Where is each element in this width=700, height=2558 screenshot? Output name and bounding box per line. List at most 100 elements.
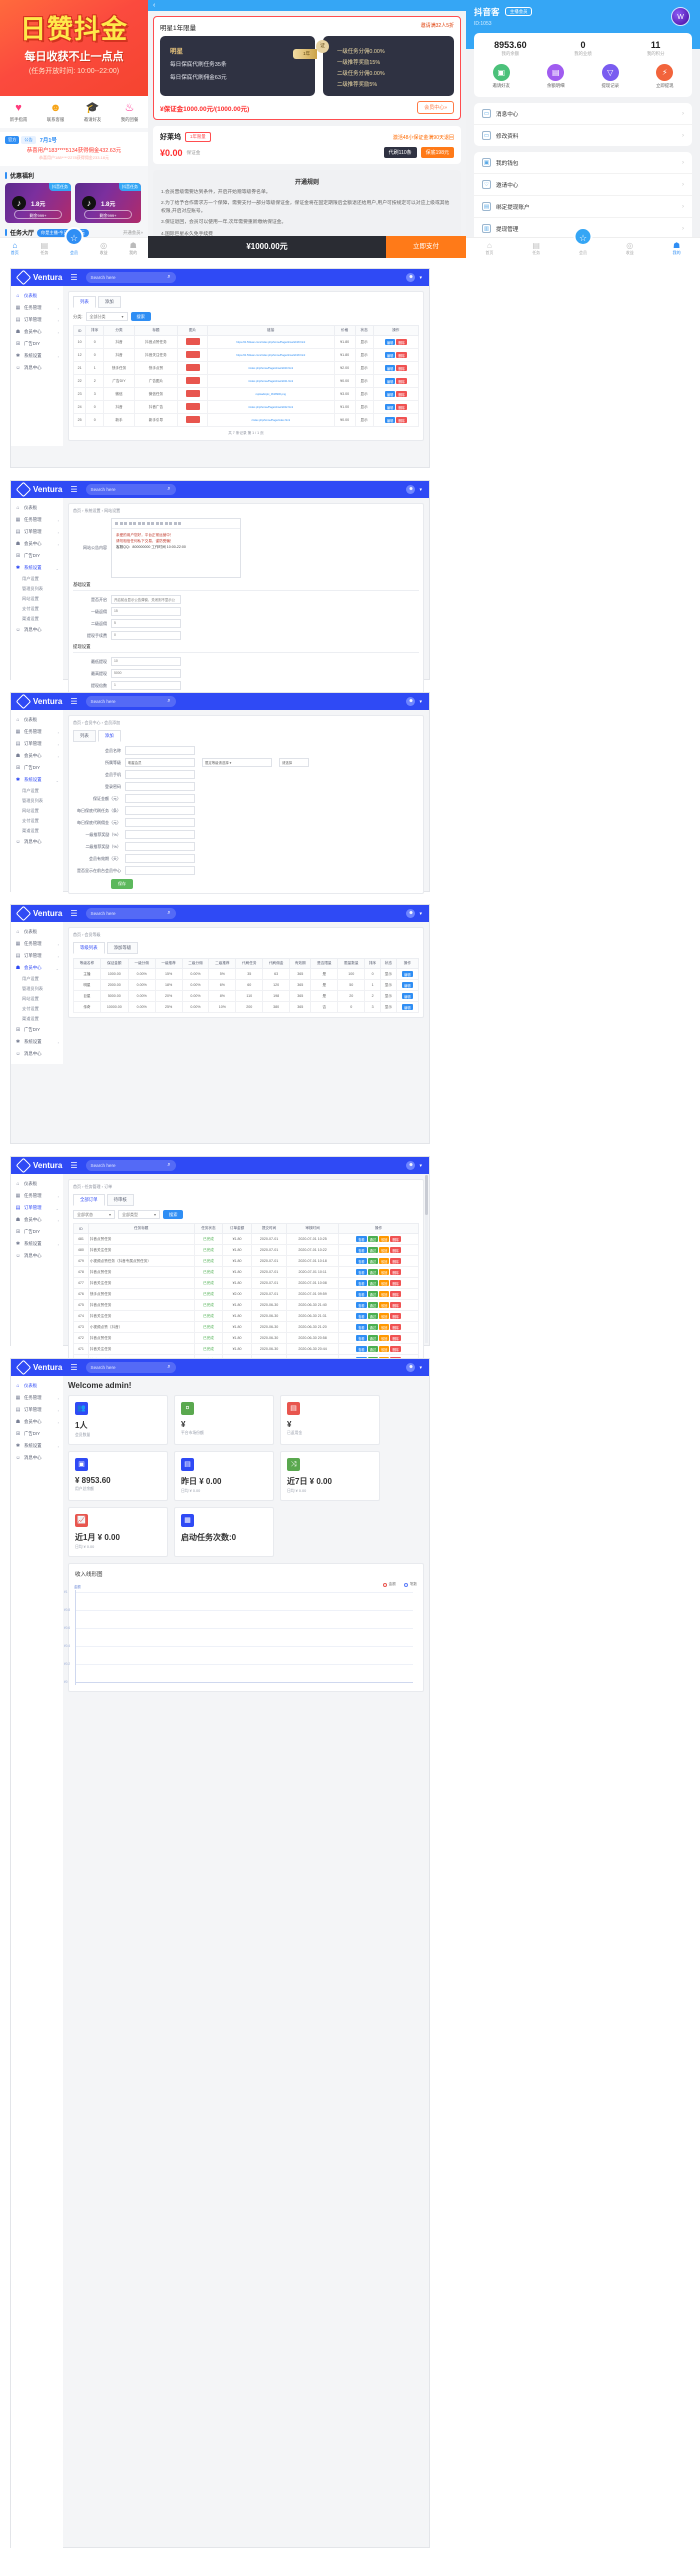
sidebar-item-members[interactable]: ☗ 会员中心 › — [11, 750, 63, 762]
row-action-approve[interactable]: 通过 — [367, 1346, 378, 1352]
row-action-approve[interactable]: 通过 — [367, 1324, 378, 1330]
chevron-down-icon[interactable]: ▾ — [419, 1364, 422, 1371]
sidebar-item-members[interactable]: ☗ 会员中心 ⌄ — [11, 962, 63, 974]
link-icon[interactable] — [155, 522, 159, 525]
row-action-reject[interactable]: 驳回 — [378, 1346, 390, 1352]
row-action-view[interactable]: 查看 — [356, 1269, 367, 1275]
row-action-reject[interactable]: 驳回 — [378, 1236, 390, 1242]
cell-link[interactable]: https://tb.53tuan.com/index.php/home/Pag… — [206, 348, 335, 362]
row-action-delete[interactable]: 删除 — [390, 1346, 401, 1352]
sidebar-item-settings[interactable]: ✱ 系统设置 › — [11, 350, 63, 362]
sidebar-item-ads[interactable]: ⊞ 广告DIY — [11, 1428, 63, 1440]
search-icon[interactable]: ⌕ — [167, 1162, 171, 1168]
stat-card[interactable]: ▣ ¥ 8953.60 用户总余额 — [68, 1451, 168, 1501]
row-action-edit[interactable]: 编辑 — [384, 339, 396, 345]
sidebar-item-dashboard[interactable]: ⌂ 仪表板 — [11, 714, 63, 726]
sidebar-subitem[interactable]: 管理员列表 — [22, 586, 43, 591]
row-action-view[interactable]: 查看 — [356, 1335, 367, 1341]
wallet-avatar-icon[interactable]: W — [671, 7, 690, 26]
row-action-view[interactable]: 查看 — [356, 1346, 367, 1352]
sidebar-item-settings[interactable]: ✱ 系统设置 › — [11, 1440, 63, 1452]
cell-actions[interactable]: 查看通过驳回删除 — [337, 1299, 420, 1311]
row-action-edit[interactable]: 编辑 — [384, 365, 396, 371]
align-center-icon[interactable] — [137, 522, 141, 525]
sidebar-item-messages[interactable]: ☺ 消息中心 — [11, 836, 63, 848]
stat-card[interactable]: 📈 近1月 ¥ 0.00 日均 ¥ 0.00 — [68, 1507, 168, 1557]
row-action-reject[interactable]: 驳回 — [378, 1269, 390, 1275]
form-input[interactable] — [125, 830, 195, 839]
row-action-approve[interactable]: 通过 — [367, 1258, 378, 1264]
menu-item-wallet[interactable]: ▣ 我的钱包 › — [474, 152, 692, 174]
type-select[interactable]: 全部类型 ▾ — [118, 1210, 160, 1219]
cell-actions[interactable]: 查看通过驳回删除 — [337, 1244, 420, 1256]
sidebar-item-members[interactable]: ☗ 会员中心 › — [11, 1214, 63, 1226]
brand[interactable]: Ventura — [15, 905, 62, 922]
row-action-delete[interactable]: 删除 — [390, 1324, 401, 1330]
cell-actions[interactable]: 查看通过驳回删除 — [337, 1266, 420, 1278]
editor-toolbar[interactable] — [112, 519, 240, 529]
row-action-reject[interactable]: 驳回 — [378, 1258, 390, 1264]
row-action-view[interactable]: 查看 — [356, 1324, 367, 1330]
quick-nav-item-0[interactable]: ♥ 新手指南 — [0, 102, 37, 123]
sidebar-subitem[interactable]: 用户设置 — [22, 788, 39, 793]
sidebar-item-settings[interactable]: ✱ 系统设置 ⌄ — [11, 562, 63, 574]
align-right-icon[interactable] — [142, 522, 145, 525]
row-action-edit[interactable]: 编辑 — [402, 1004, 413, 1010]
row-action-delete[interactable]: 删除 — [396, 339, 407, 345]
sidebar-item-orders[interactable]: ▤ 订单管理 ⌄ — [11, 1202, 63, 1214]
chevron-down-icon[interactable]: ▾ — [419, 486, 422, 493]
row-action-delete[interactable]: 删除 — [390, 1269, 401, 1275]
sidebar-item-orders[interactable]: ▤ 订单管理 › — [11, 1404, 63, 1416]
tab-level-list[interactable]: 等级列表 — [73, 942, 105, 954]
chevron-down-icon[interactable]: ▾ — [419, 910, 422, 917]
undo-icon[interactable] — [173, 522, 177, 525]
sidebar-item-tasks[interactable]: ▦ 任务管理 › — [11, 302, 63, 314]
row-action-delete[interactable]: 删除 — [396, 352, 407, 358]
sidebar-item-messages[interactable]: ☺ 消息中心 — [11, 362, 63, 374]
cell-link[interactable]: /index.php/home/Page/show/id/20.html — [206, 361, 335, 375]
stat-card[interactable]: ⤨ 近7日 ¥ 0.00 日均 ¥ 0.00 — [280, 1451, 380, 1501]
row-action-approve[interactable]: 通过 — [367, 1236, 378, 1242]
sidebar-item-tasks[interactable]: ▦ 任务管理 › — [11, 938, 63, 950]
chevron-down-icon[interactable]: ▾ — [419, 1162, 422, 1169]
row-action-reject[interactable]: 驳回 — [378, 1291, 390, 1297]
sidebar-subitem[interactable]: 支付设置 — [22, 1006, 39, 1011]
tabbar-item-vip[interactable]: 会员 — [560, 238, 607, 258]
cell-link[interactable]: /index.php/home/Page/index.html — [206, 413, 335, 427]
sidebar-item-tasks[interactable]: ▦ 任务管理 › — [11, 1190, 63, 1202]
cell-actions[interactable]: 编辑 — [395, 968, 420, 980]
form-input[interactable] — [125, 746, 195, 755]
form-select[interactable]: 明星会员 — [125, 758, 195, 767]
image-icon[interactable] — [160, 522, 163, 525]
sidebar-item-orders[interactable]: ▤ 订单管理 › — [11, 738, 63, 750]
form-input[interactable] — [125, 842, 195, 851]
user-avatar-icon[interactable]: ☻ — [406, 485, 416, 494]
row-action-reject[interactable]: 驳回 — [378, 1302, 390, 1308]
sidebar-subitem[interactable]: 网站设置 — [22, 808, 39, 813]
sidebar-subitem[interactable]: 支付设置 — [22, 818, 39, 823]
action-withdraw-log[interactable]: ▽ 提现记录 — [583, 64, 638, 89]
search-button[interactable]: 搜索 — [130, 312, 151, 321]
sidebar-item-members[interactable]: ☗ 会员中心 › — [11, 326, 63, 338]
sidebar-item-settings[interactable]: ✱ 系统设置 › — [11, 1238, 63, 1250]
row-action-approve[interactable]: 通过 — [367, 1291, 378, 1297]
row-action-edit[interactable]: 编辑 — [402, 971, 413, 977]
row-action-view[interactable]: 查看 — [356, 1236, 367, 1242]
table-icon[interactable] — [164, 522, 168, 525]
action-withdraw-now[interactable]: ⚡ 立即提现 — [638, 64, 693, 89]
welfare-card[interactable]: 抖音任务 ♪ 1.8元 剩余999+ — [5, 183, 71, 223]
sidebar-subitem[interactable]: 管理员列表 — [22, 986, 43, 991]
search-icon[interactable]: ⌕ — [167, 1364, 171, 1370]
underline-icon[interactable] — [124, 522, 127, 525]
search-icon[interactable]: ⌕ — [167, 698, 171, 704]
search-box[interactable]: Search here ⌕ — [85, 908, 176, 919]
form-select-extra[interactable]: 限定等级请选择 ▾ — [202, 758, 272, 767]
form-input[interactable] — [125, 806, 195, 815]
welfare-card-button[interactable]: 剩余999+ — [14, 210, 62, 219]
row-action-edit[interactable]: 编辑 — [402, 982, 413, 988]
chevron-down-icon[interactable]: ▾ — [419, 274, 422, 281]
settings-row-input[interactable]: 1 — [111, 681, 181, 690]
sidebar-item-settings[interactable]: ✱ 系统设置 ⌄ — [11, 774, 63, 786]
row-action-approve[interactable]: 通过 — [367, 1313, 378, 1319]
quick-nav-item-2[interactable]: 🎓 邀请好友 — [74, 102, 111, 123]
